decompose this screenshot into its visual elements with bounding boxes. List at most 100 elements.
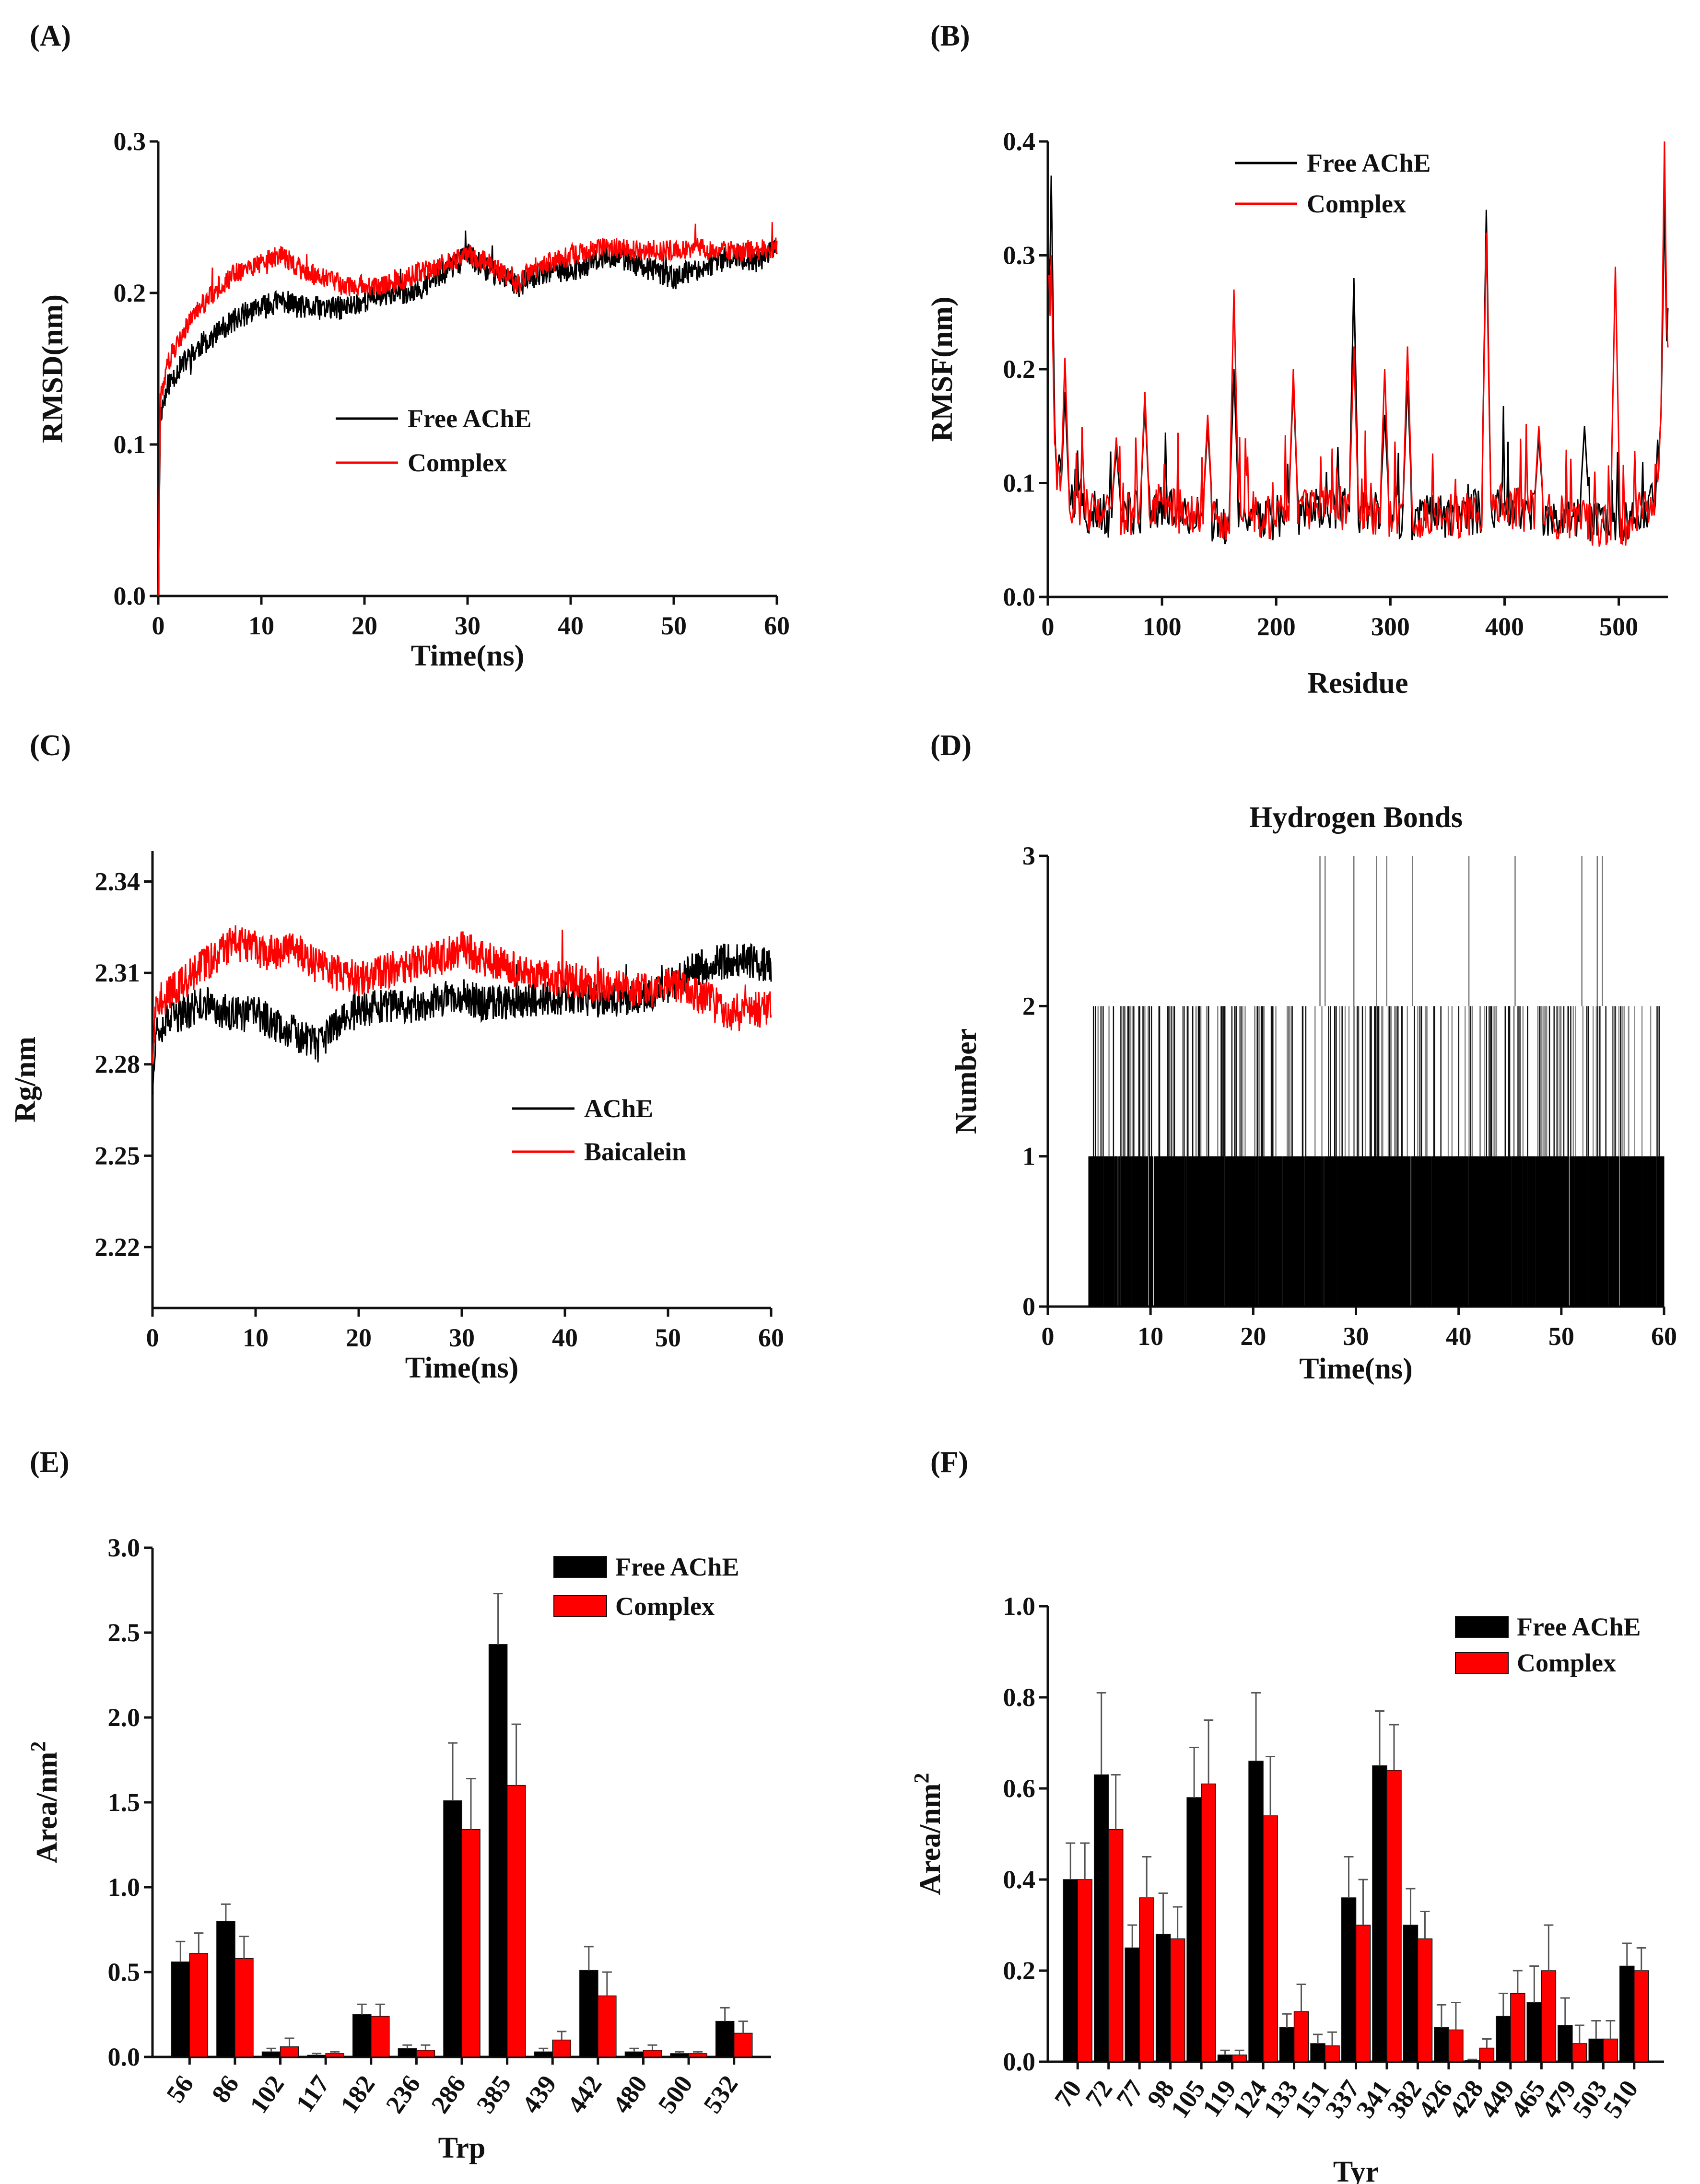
y-axis-label: Rg/nm: [9, 1037, 42, 1122]
y-axis-label: Area/nm2: [26, 1741, 63, 1863]
bar-complex: [1201, 1783, 1216, 2062]
x-tick-label: 60: [1651, 1322, 1677, 1351]
bar-free-ache: [1434, 2027, 1449, 2062]
x-tick-label: 0: [146, 1323, 159, 1352]
y-tick-label: 0.2: [1003, 355, 1036, 384]
legend-label: Free AChE: [408, 404, 531, 433]
bar-complex: [506, 1785, 526, 2057]
bar-complex: [416, 2050, 435, 2057]
x-tick-label: 532: [698, 2070, 744, 2118]
x-tick-label: 385: [471, 2070, 517, 2118]
bar-complex: [1108, 1829, 1124, 2062]
y-tick-label: 2.34: [95, 867, 141, 896]
x-tick-label: 20: [346, 1323, 372, 1352]
bar-free-ache: [1619, 1965, 1635, 2062]
bar-free-ache: [1403, 1925, 1419, 2062]
x-tick-label: 510: [1598, 2075, 1644, 2123]
y-tick-label: 3.0: [108, 1533, 141, 1562]
y-tick-label: 2.31: [95, 958, 141, 987]
y-tick-label: 0.2: [114, 279, 146, 307]
bar-complex: [552, 2039, 571, 2057]
x-tick-label: 60: [758, 1323, 784, 1352]
x-axis-label: Trp: [438, 2132, 486, 2164]
bar-complex: [280, 2046, 299, 2057]
x-tick-label: 100: [1143, 612, 1182, 641]
bar-complex: [1634, 1970, 1649, 2062]
bar-free-ache: [1310, 2043, 1325, 2062]
x-tick-label: 500: [652, 2070, 698, 2118]
y-tick-label: 0.2: [1003, 1956, 1036, 1985]
bar-complex: [1231, 2055, 1247, 2062]
legend-label: Free AChE: [1517, 1612, 1641, 1641]
y-tick-label: 0.1: [114, 430, 146, 459]
x-tick-label: 10: [1137, 1322, 1163, 1351]
x-tick-label: 30: [455, 611, 481, 640]
y-tick-label: 2.0: [108, 1703, 141, 1732]
bar-complex: [189, 1953, 209, 2057]
bar-complex: [1293, 2011, 1309, 2062]
x-tick-label: 102: [244, 2070, 290, 2118]
panel-label: (B): [930, 20, 970, 52]
x-tick-label: 10: [248, 611, 274, 640]
bar-complex: [1417, 1938, 1433, 2062]
x-axis-label: Residue: [1307, 667, 1408, 700]
bar-complex: [733, 2032, 753, 2057]
y-tick-label: 0.3: [114, 127, 146, 156]
legend-label: Complex: [1307, 189, 1406, 218]
legend-label: Free AChE: [615, 1553, 739, 1581]
y-axis-label: RMSD(nm): [36, 294, 69, 443]
x-tick-label: 480: [607, 2070, 653, 2118]
panel-b: (B) 0.0 0.1 0.2 0.3 0.4 0 100 200 300 400 500 Residu…: [926, 20, 1669, 700]
bar-free-ache: [261, 2051, 281, 2057]
x-tick-label: 200: [1257, 612, 1296, 641]
bar-complex: [1077, 1879, 1092, 2062]
bar-free-ache: [1063, 1879, 1078, 2062]
bar-free-ache: [1372, 1765, 1387, 2062]
bar-complex: [371, 2016, 390, 2057]
legend-swatch: [1455, 1652, 1509, 1674]
bar-free-ache: [1248, 1761, 1264, 2062]
panel-label: (C): [30, 729, 71, 762]
y-tick-label: 3: [1022, 841, 1035, 870]
bar-free-ache: [534, 2051, 553, 2057]
legend-label: AChE: [584, 1094, 653, 1123]
legend-swatch: [553, 1595, 607, 1617]
bar-complex: [325, 2053, 344, 2057]
y-tick-label: 2.25: [95, 1141, 141, 1170]
bar-free-ache: [307, 2055, 326, 2057]
x-tick-label: 117: [290, 2070, 335, 2117]
bar-free-ache: [1341, 1897, 1357, 2062]
bar-complex: [461, 1829, 481, 2057]
y-axis-label-superscript: 2: [26, 1741, 50, 1752]
y-tick-label: 0.3: [1003, 241, 1036, 270]
panel-label: (F): [930, 1446, 968, 1479]
bar-complex: [1263, 1815, 1278, 2062]
bar-free-ache: [1155, 1934, 1171, 2062]
bar-free-ache: [398, 2048, 417, 2057]
x-tick-label: 0: [152, 611, 165, 640]
x-tick-label: 40: [1446, 1322, 1472, 1351]
y-tick-label: 1.0: [108, 1873, 141, 1902]
y-axis-label: RMSF(nm): [926, 296, 959, 442]
bar-free-ache: [579, 1970, 598, 2057]
x-tick-label: 10: [243, 1323, 269, 1352]
bar-free-ache: [624, 2051, 644, 2057]
bar-complex: [1603, 2038, 1618, 2062]
y-tick-label: 2.5: [108, 1618, 141, 1647]
bar-free-ache: [1526, 2002, 1542, 2062]
panel-label: (A): [30, 20, 71, 52]
y-tick-label: 0.6: [1003, 1774, 1036, 1803]
x-tick-label: 442: [562, 2070, 608, 2118]
bar-complex: [643, 2050, 662, 2057]
bar-free-ache: [1125, 1947, 1140, 2062]
panel-e: (E) 0.0 0.5 1.0 1.5 2.0 2.5 3.0 56 86 102 117 182 236…: [26, 1446, 771, 2164]
y-tick-label: 2.22: [95, 1233, 141, 1261]
x-tick-label: 60: [764, 611, 790, 640]
bar-free-ache: [1558, 2025, 1573, 2062]
bar-complex: [1139, 1897, 1154, 2062]
series-line-baicalein: [152, 925, 772, 1064]
legend-swatch: [553, 1556, 607, 1578]
bar-complex: [234, 1958, 254, 2057]
